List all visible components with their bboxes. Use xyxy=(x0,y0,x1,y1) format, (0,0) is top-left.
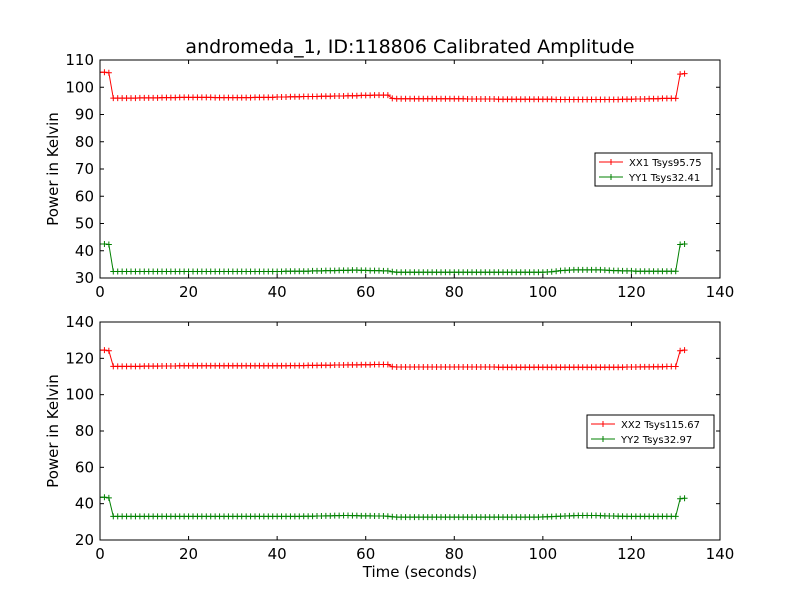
x-tick-label: 120 xyxy=(617,545,646,563)
legend-box xyxy=(586,414,715,449)
x-tick-label: 100 xyxy=(529,283,558,301)
data-point-marker xyxy=(672,513,679,520)
y-tick-label: 80 xyxy=(75,133,94,151)
legend-marker xyxy=(600,421,606,427)
y-tick-label: 120 xyxy=(65,349,94,367)
x-tick-label: 60 xyxy=(356,545,375,563)
y-tick-label: 70 xyxy=(75,160,94,178)
legend-marker xyxy=(608,159,614,165)
data-point-marker xyxy=(681,347,688,354)
x-tick-label: 100 xyxy=(529,545,558,563)
data-point-marker xyxy=(677,71,684,78)
data-point-marker xyxy=(677,495,684,502)
data-point-marker xyxy=(101,240,108,247)
y-tick-label: 30 xyxy=(75,269,94,287)
data-point-marker xyxy=(677,241,684,248)
x-tick-label: 80 xyxy=(445,283,464,301)
top-panel: 0 20 40 60 80 100 120 140 30 40 50 60 70 80 90 100 110 Po… xyxy=(44,51,734,301)
y-tick-label: 140 xyxy=(65,313,94,331)
y-tick-label: 100 xyxy=(65,78,94,96)
plot-area xyxy=(100,347,688,521)
series-line xyxy=(100,243,685,273)
data-point-marker xyxy=(677,347,684,354)
legend-marker xyxy=(608,174,614,180)
legend-marker xyxy=(600,436,606,442)
data-point-marker xyxy=(101,494,108,501)
y-tick-label: 100 xyxy=(65,386,94,404)
x-tick-label: 0 xyxy=(95,283,105,301)
x-tick-label: 140 xyxy=(706,545,735,563)
x-tick-label: 40 xyxy=(268,283,287,301)
data-point-marker xyxy=(681,240,688,247)
x-tick-label: 80 xyxy=(445,545,464,563)
x-tick-label: 60 xyxy=(356,283,375,301)
x-tick-label: 20 xyxy=(179,283,198,301)
x-tick-label: 140 xyxy=(706,283,735,301)
data-point-marker xyxy=(681,495,688,502)
data-point-marker xyxy=(105,241,112,248)
x-tick-label: 0 xyxy=(95,545,105,563)
data-point-marker xyxy=(105,347,112,354)
y-tick-label: 50 xyxy=(75,215,94,233)
x-axis-label: Time (seconds) xyxy=(362,563,478,581)
y-tick-label: 90 xyxy=(75,106,94,124)
data-point-marker xyxy=(101,69,108,76)
y-tick-label: 60 xyxy=(75,458,94,476)
legend-box xyxy=(594,152,713,187)
bottom-panel: 0 20 40 60 80 100 120 14020406080100120140Power… xyxy=(44,313,734,581)
y-tick-label: 60 xyxy=(75,187,94,205)
data-point-marker xyxy=(672,363,679,370)
chart-title: andromeda_1, ID:118806 Calibrated Amplit… xyxy=(185,36,634,58)
data-point-marker xyxy=(672,268,679,275)
legend-label: YY1 Tsys32.41 xyxy=(628,173,700,184)
data-point-marker xyxy=(548,268,555,275)
series-2 xyxy=(100,494,688,521)
data-point-marker xyxy=(101,347,108,354)
y-axis-label: Power in Kelvin xyxy=(44,112,62,226)
data-point-marker xyxy=(384,361,391,368)
y-tick-label: 40 xyxy=(75,495,94,513)
legend: XX2 Tsys115.67 YY2 Tsys32.97 xyxy=(586,414,715,449)
series-2 xyxy=(100,240,688,276)
x-tick-label: 120 xyxy=(617,283,646,301)
data-point-marker xyxy=(553,268,560,275)
series-1 xyxy=(100,347,688,371)
x-tick-label: 20 xyxy=(179,545,198,563)
y-tick-label: 110 xyxy=(65,51,94,69)
data-point-marker xyxy=(672,95,679,102)
y-tick-label: 80 xyxy=(75,422,94,440)
y-axis-label: Power in Kelvin xyxy=(44,374,62,488)
data-point-marker xyxy=(384,92,391,99)
data-point-marker xyxy=(384,513,391,520)
legend-label: XX2 Tsys115.67 xyxy=(621,420,700,431)
legend: XX1 Tsys95.75 YY1 Tsys32.41 xyxy=(594,152,713,187)
y-tick-label: 20 xyxy=(75,531,94,549)
data-point-marker xyxy=(105,494,112,501)
plot-area xyxy=(100,69,688,276)
data-point-marker xyxy=(681,70,688,77)
data-point-marker xyxy=(384,267,391,274)
data-point-marker xyxy=(105,69,112,76)
data-point-marker xyxy=(389,268,396,275)
legend-label: XX1 Tsys95.75 xyxy=(629,158,702,169)
series-1 xyxy=(100,69,688,103)
legend-label: YY2 Tsys32.97 xyxy=(620,435,692,446)
y-tick-label: 40 xyxy=(75,242,94,260)
x-tick-label: 40 xyxy=(268,545,287,563)
